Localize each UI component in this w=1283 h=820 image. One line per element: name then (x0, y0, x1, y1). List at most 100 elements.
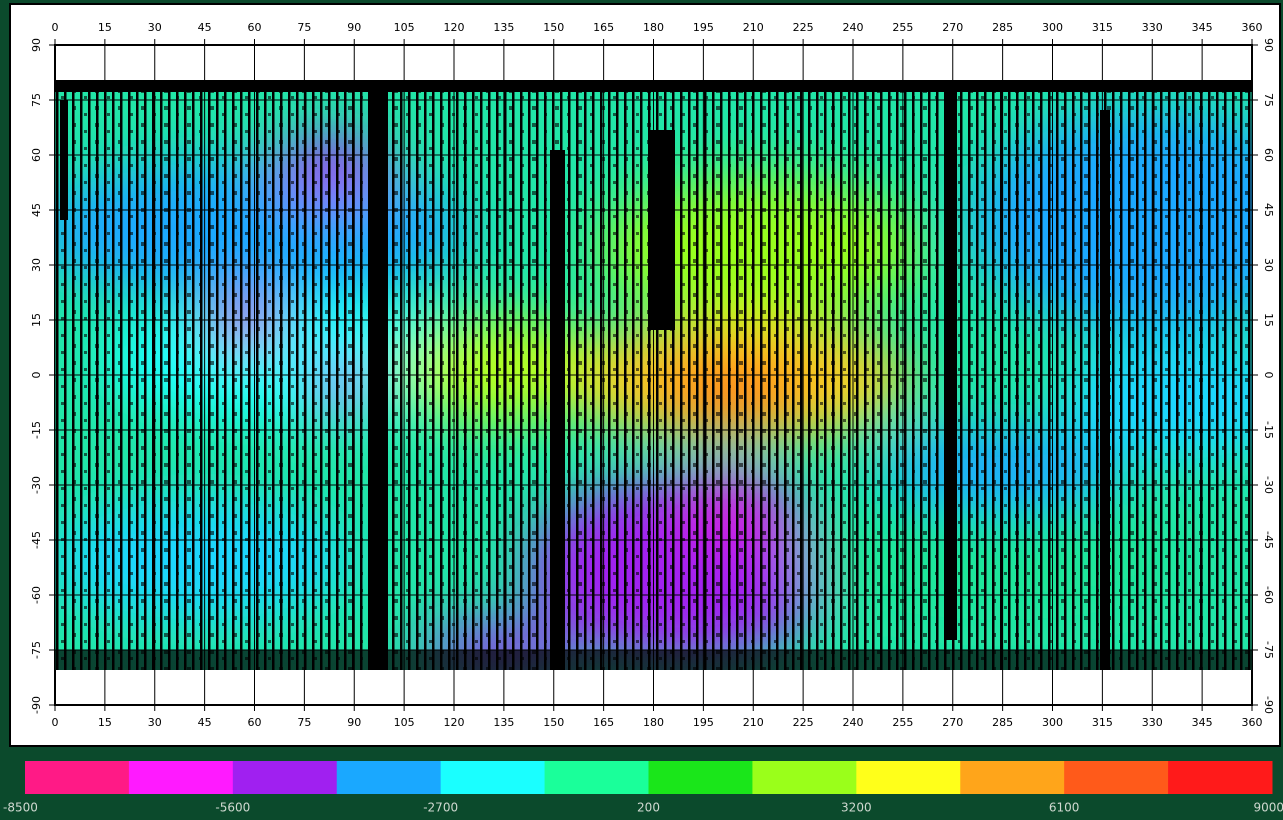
x-tick-label: 270 (942, 716, 963, 729)
y-tick-label: -30 (1262, 476, 1275, 494)
x-tick-label: 75 (297, 716, 311, 729)
y-tick-label: 15 (30, 313, 43, 327)
y-tick-label: -15 (30, 421, 43, 439)
x-tick-label: 30 (148, 716, 162, 729)
color-bin (1064, 761, 1169, 794)
x-tick-label: 0 (52, 21, 59, 34)
x-tick-label: 240 (843, 21, 864, 34)
color-bin (336, 761, 442, 794)
y-tick-label: 45 (1262, 203, 1275, 217)
y-tick-label: 30 (30, 258, 43, 272)
y-tick-label: 60 (1262, 148, 1275, 162)
y-tick-label: -90 (1262, 696, 1275, 714)
y-tick-label: 60 (30, 148, 43, 162)
x-tick-label: 180 (643, 21, 664, 34)
color-bin (856, 761, 961, 794)
x-tick-label: 285 (992, 21, 1013, 34)
color-bin (752, 761, 857, 794)
x-tick-label: 60 (248, 21, 262, 34)
y-tick-label: -60 (30, 586, 43, 604)
x-tick-label: 0 (52, 716, 59, 729)
colorbar-label: 200 (637, 801, 660, 815)
x-tick-label: 60 (248, 716, 262, 729)
x-tick-label: 165 (593, 21, 614, 34)
x-tick-label: 195 (693, 21, 714, 34)
x-tick-label: 285 (992, 716, 1013, 729)
grid (49, 39, 1258, 711)
color-bin (128, 761, 234, 794)
color-bin (232, 761, 338, 794)
y-tick-label: 90 (30, 38, 43, 52)
y-tick-label: 30 (1262, 258, 1275, 272)
x-tick-label: 330 (1142, 716, 1163, 729)
colorbar-label: 6100 (1049, 801, 1080, 815)
x-tick-label: 255 (892, 21, 913, 34)
colorbar-label: -8500 (3, 801, 38, 815)
x-tick-label: 225 (793, 21, 814, 34)
x-tick-label: 240 (843, 716, 864, 729)
y-tick-label: 75 (30, 93, 43, 107)
color-bin (1168, 761, 1273, 794)
colorbar-label: 9000 (1253, 801, 1283, 815)
x-tick-label: 300 (1042, 716, 1063, 729)
x-tick-label: 270 (942, 21, 963, 34)
x-tick-label: 75 (297, 21, 311, 34)
x-tick-label: 135 (493, 716, 514, 729)
x-tick-label: 105 (394, 716, 415, 729)
y-tick-label: -15 (1262, 421, 1275, 439)
x-tick-label: 105 (394, 21, 415, 34)
x-tick-label: 300 (1042, 21, 1063, 34)
colorbar: -8500 -5600 -2700 200 3200 6100 9000 (3, 761, 1283, 815)
topography (55, 80, 1252, 670)
x-tick-label: 210 (743, 716, 764, 729)
y-tick-label: 90 (1262, 38, 1275, 52)
x-tick-label: 345 (1192, 716, 1213, 729)
colorbar-label: -5600 (215, 801, 250, 815)
colorbar-label: 3200 (841, 801, 872, 815)
x-tick-label: 225 (793, 716, 814, 729)
x-tick-label: 360 (1242, 716, 1263, 729)
x-tick-label: 90 (347, 21, 361, 34)
x-tick-label: 120 (444, 716, 465, 729)
y-tick-label: -75 (1262, 641, 1275, 659)
x-tick-label: 165 (593, 716, 614, 729)
y-tick-label: 0 (1262, 372, 1275, 379)
y-tick-label: -60 (1262, 586, 1275, 604)
x-tick-label: 150 (543, 21, 564, 34)
x-tick-label: 195 (693, 716, 714, 729)
x-tick-label: 360 (1242, 21, 1263, 34)
colorbar-label: -2700 (423, 801, 458, 815)
y-tick-label: -75 (30, 641, 43, 659)
y-tick-label: -45 (30, 531, 43, 549)
y-tick-label: -30 (30, 476, 43, 494)
x-tick-label: 15 (98, 716, 112, 729)
x-tick-label: 210 (743, 21, 764, 34)
x-tick-label: 315 (1092, 21, 1113, 34)
x-tick-label: 150 (543, 716, 564, 729)
x-tick-label: 180 (643, 716, 664, 729)
x-tick-label: 315 (1092, 716, 1113, 729)
x-tick-label: 135 (493, 21, 514, 34)
color-bin (25, 761, 130, 794)
y-tick-label: 15 (1262, 313, 1275, 327)
x-tick-label: 45 (198, 716, 212, 729)
tick-labels: 0 0 15 15 30 30 45 45 60 60 75 75 90 90 105 105 120 120 13… (30, 21, 1275, 729)
x-tick-label: 45 (198, 21, 212, 34)
x-tick-label: 90 (347, 716, 361, 729)
x-tick-label: 15 (98, 21, 112, 34)
x-tick-label: 255 (892, 716, 913, 729)
x-tick-label: 345 (1192, 21, 1213, 34)
color-bin (648, 761, 753, 794)
y-tick-label: 45 (30, 203, 43, 217)
y-tick-label: -90 (30, 696, 43, 714)
x-tick-label: 120 (444, 21, 465, 34)
y-tick-label: -45 (1262, 531, 1275, 549)
x-tick-label: 330 (1142, 21, 1163, 34)
color-bin (960, 761, 1065, 794)
color-bin (544, 761, 649, 794)
y-tick-label: 75 (1262, 93, 1275, 107)
x-tick-label: 30 (148, 21, 162, 34)
color-bin (440, 761, 546, 794)
